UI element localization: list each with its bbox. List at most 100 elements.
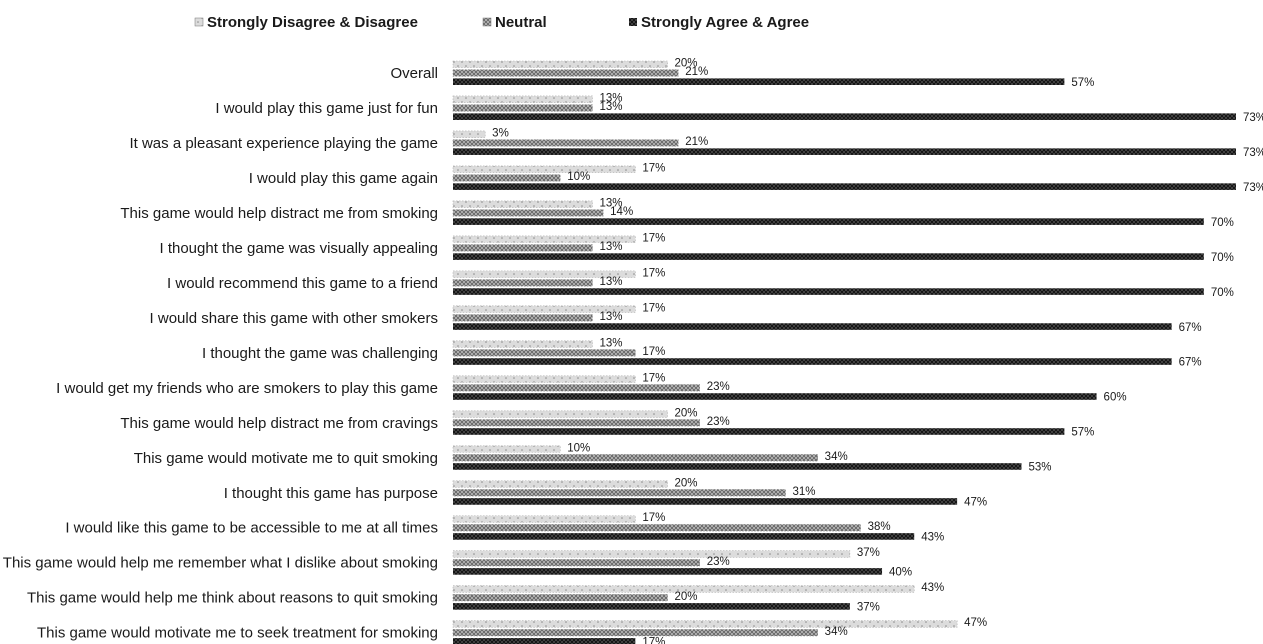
bar-agree xyxy=(453,568,883,575)
bar-disagree xyxy=(452,270,636,278)
bar-disagree xyxy=(452,620,958,628)
data-label: 34% xyxy=(825,451,848,463)
bar-neutral xyxy=(452,209,604,217)
bar-agree xyxy=(453,393,1097,400)
legend-swatch xyxy=(482,17,492,27)
data-label: 43% xyxy=(921,582,944,594)
bar-disagree xyxy=(452,515,636,523)
bar-neutral xyxy=(452,454,818,462)
data-label: 21% xyxy=(685,136,708,148)
bar-agree xyxy=(453,638,636,644)
bar-agree xyxy=(453,323,1172,330)
category-label: I thought the game was visually appealin… xyxy=(159,240,438,257)
bar-neutral xyxy=(452,419,700,427)
data-label: 70% xyxy=(1211,252,1234,264)
category-label: This game would motivate me to seek trea… xyxy=(37,625,438,642)
bar-neutral xyxy=(452,524,861,532)
data-label: 43% xyxy=(921,532,944,544)
category-label: This game would help me think about reas… xyxy=(27,590,438,607)
data-label: 34% xyxy=(825,626,848,638)
bars: 20%21%57%13%13%73%3%21%73%17%10%73%13%14… xyxy=(452,58,1263,644)
bar-disagree xyxy=(452,585,915,593)
bar-neutral xyxy=(452,489,786,497)
category-label: This game would help distract me from cr… xyxy=(120,415,438,432)
category-label: This game would help distract me from sm… xyxy=(120,205,438,222)
bar-neutral xyxy=(452,594,668,602)
data-label: 13% xyxy=(599,311,622,323)
data-label: 17% xyxy=(642,512,665,524)
bar-neutral xyxy=(452,244,593,252)
data-label: 38% xyxy=(868,521,891,533)
bar-disagree xyxy=(452,200,593,208)
bar-disagree xyxy=(452,480,668,488)
data-label: 67% xyxy=(1179,322,1202,334)
legend-entry: Neutral xyxy=(495,14,547,31)
data-label: 17% xyxy=(642,346,665,358)
bar-neutral xyxy=(452,559,700,567)
data-label: 13% xyxy=(599,276,622,288)
category-label: I would play this game just for fun xyxy=(215,100,438,117)
data-label: 13% xyxy=(599,101,622,113)
data-label: 73% xyxy=(1243,112,1263,124)
data-label: 13% xyxy=(599,92,622,104)
bar-disagree xyxy=(452,165,636,173)
data-label: 70% xyxy=(1211,287,1234,299)
data-label: 13% xyxy=(599,337,622,349)
bar-neutral xyxy=(452,384,700,392)
bar-disagree xyxy=(452,95,593,103)
category-label: I would share this game with other smoke… xyxy=(150,310,438,327)
bar-neutral xyxy=(452,349,636,357)
category-label: I would get my friends who are smokers t… xyxy=(56,380,438,397)
bar-agree xyxy=(453,463,1022,470)
bar-disagree xyxy=(452,130,486,138)
data-label: 67% xyxy=(1179,357,1202,369)
bar-agree xyxy=(453,113,1236,120)
category-label: This game would motivate me to quit smok… xyxy=(134,450,438,467)
bar-agree xyxy=(453,288,1204,295)
legend-swatch xyxy=(194,17,204,27)
data-label: 23% xyxy=(707,416,730,428)
bar-disagree xyxy=(452,550,851,558)
legend-swatch xyxy=(629,18,637,26)
data-label: 47% xyxy=(964,617,987,629)
data-label: 70% xyxy=(1211,217,1234,229)
data-label: 10% xyxy=(567,171,590,183)
data-label: 23% xyxy=(707,381,730,393)
category-label: I thought this game has purpose xyxy=(224,485,438,502)
bar-neutral xyxy=(452,279,593,287)
category-label: I would recommend this game to a friend xyxy=(167,275,438,292)
data-label: 60% xyxy=(1104,392,1127,404)
data-label: 10% xyxy=(567,442,590,454)
category-label: I would like this game to be accessible … xyxy=(65,520,438,537)
bar-neutral xyxy=(452,139,679,147)
bar-agree xyxy=(453,78,1065,85)
data-label: 23% xyxy=(707,556,730,568)
bar-agree xyxy=(453,183,1236,190)
bar-disagree xyxy=(452,375,636,383)
bar-neutral xyxy=(452,629,818,637)
bar-neutral xyxy=(452,314,593,322)
legend-entry: Strongly Disagree & Disagree xyxy=(207,14,418,31)
data-label: 37% xyxy=(857,602,880,614)
data-label: 20% xyxy=(675,477,698,489)
bar-agree xyxy=(453,428,1065,435)
data-label: 40% xyxy=(889,567,912,579)
bar-agree xyxy=(453,358,1172,365)
data-label: 37% xyxy=(857,547,880,559)
data-label: 47% xyxy=(964,497,987,509)
data-label: 17% xyxy=(642,162,665,174)
bar-disagree xyxy=(452,305,636,313)
data-label: 20% xyxy=(675,591,698,603)
bar-disagree xyxy=(452,60,668,68)
data-label: 17% xyxy=(642,302,665,314)
data-label: 14% xyxy=(610,206,633,218)
bar-neutral xyxy=(452,104,593,112)
category-label: I thought the game was challenging xyxy=(202,345,438,362)
legend-entry: Strongly Agree & Agree xyxy=(641,14,809,31)
legend: Strongly Disagree & Disagree Neutral Stron… xyxy=(194,14,809,31)
bar-agree xyxy=(453,533,915,540)
bar-agree xyxy=(453,603,850,610)
data-label: 3% xyxy=(492,127,509,139)
bar-agree xyxy=(453,218,1204,225)
